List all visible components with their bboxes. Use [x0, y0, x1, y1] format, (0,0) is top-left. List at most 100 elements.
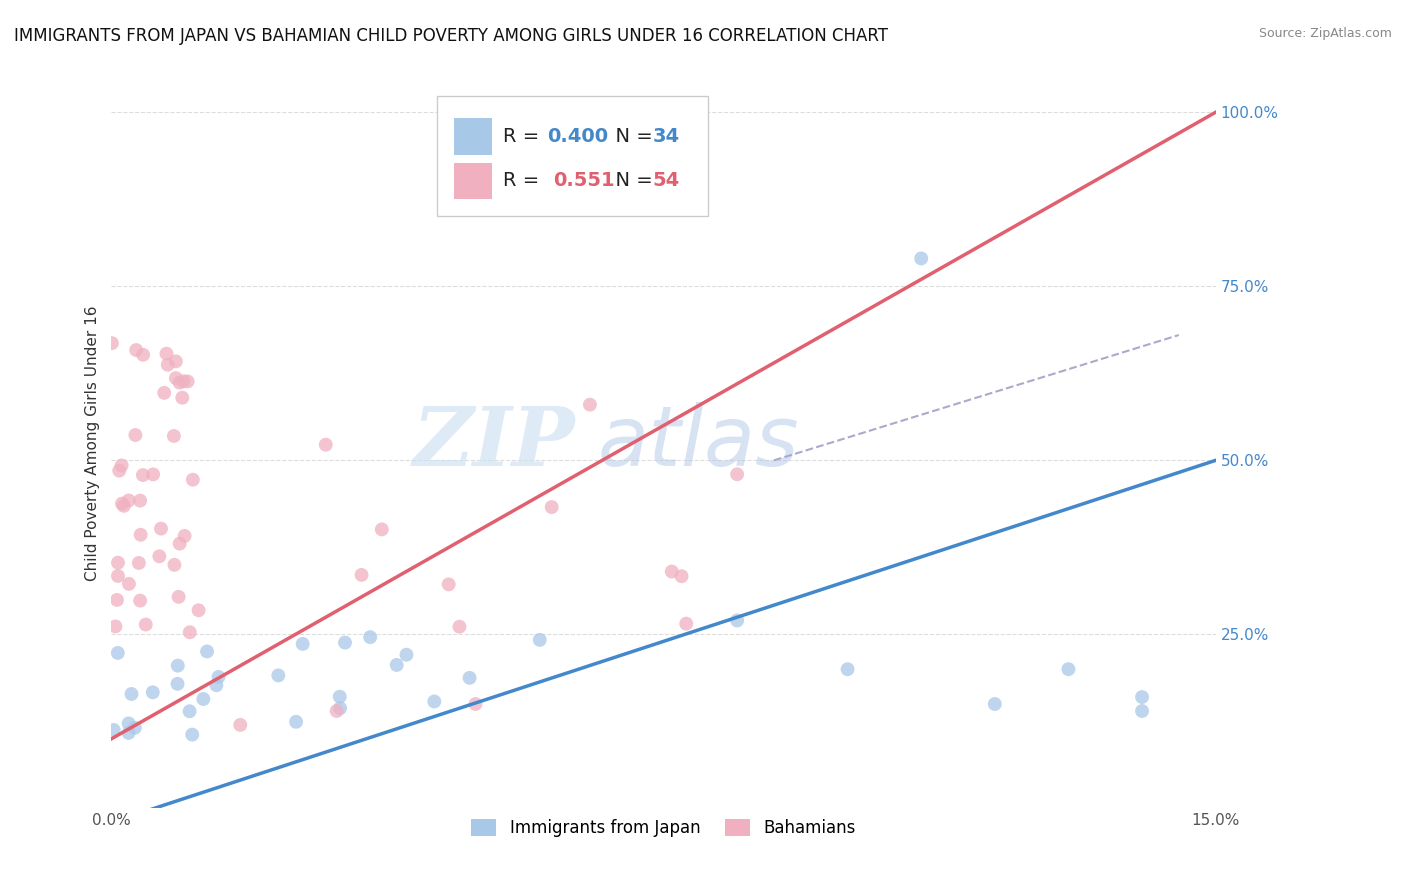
Point	[169, 536, 191, 550]
Point	[163, 558, 186, 572]
Point	[437, 577, 460, 591]
Point	[359, 630, 381, 644]
Text: N =: N =	[603, 171, 652, 191]
Point	[267, 668, 290, 682]
Point	[661, 565, 683, 579]
Point	[107, 556, 129, 570]
Point	[984, 697, 1007, 711]
Point	[333, 635, 356, 649]
Text: Source: ZipAtlas.com: Source: ZipAtlas.com	[1258, 27, 1392, 40]
Point	[229, 718, 252, 732]
Point	[117, 726, 139, 740]
Point	[108, 464, 131, 478]
Point	[1057, 662, 1080, 676]
Point	[371, 523, 394, 537]
Point	[195, 644, 218, 658]
Point	[112, 499, 135, 513]
Point	[129, 528, 152, 542]
Point	[837, 662, 859, 676]
Point	[172, 391, 194, 405]
Point	[179, 625, 201, 640]
Point	[165, 371, 187, 385]
Point	[449, 620, 471, 634]
Point	[315, 438, 337, 452]
Point	[176, 375, 198, 389]
Point	[325, 704, 347, 718]
Point	[125, 343, 148, 357]
Point	[529, 632, 551, 647]
Legend: Immigrants from Japan, Bahamians: Immigrants from Japan, Bahamians	[464, 813, 862, 844]
Point	[395, 648, 418, 662]
Text: R =: R =	[503, 171, 553, 191]
Point	[173, 529, 195, 543]
Point	[350, 568, 373, 582]
Point	[124, 428, 146, 442]
Point	[118, 493, 141, 508]
Point	[423, 694, 446, 708]
Point	[118, 577, 141, 591]
Point	[675, 616, 697, 631]
Point	[124, 721, 146, 735]
Point	[167, 590, 190, 604]
Text: R =: R =	[503, 128, 546, 146]
Point	[187, 603, 209, 617]
FancyBboxPatch shape	[437, 95, 707, 217]
Point	[725, 467, 748, 482]
Point	[132, 468, 155, 483]
Point	[111, 497, 134, 511]
Point	[166, 658, 188, 673]
Point	[132, 348, 155, 362]
Point	[111, 458, 134, 473]
Point	[142, 685, 165, 699]
Point	[671, 569, 693, 583]
Point	[169, 376, 191, 390]
Point	[105, 593, 128, 607]
Point	[117, 716, 139, 731]
Point	[329, 690, 352, 704]
Point	[155, 346, 177, 360]
Point	[1130, 704, 1153, 718]
Text: IMMIGRANTS FROM JAPAN VS BAHAMIAN CHILD POVERTY AMONG GIRLS UNDER 16 CORRELATION: IMMIGRANTS FROM JAPAN VS BAHAMIAN CHILD …	[14, 27, 889, 45]
Point	[207, 670, 229, 684]
Point	[329, 701, 352, 715]
Point	[165, 354, 187, 368]
Point	[153, 385, 176, 400]
Point	[458, 671, 481, 685]
FancyBboxPatch shape	[454, 162, 492, 199]
Point	[142, 467, 165, 482]
Text: 0.400: 0.400	[547, 128, 609, 146]
Point	[725, 614, 748, 628]
Point	[129, 593, 152, 607]
Point	[103, 723, 125, 737]
Point	[579, 398, 602, 412]
Point	[1130, 690, 1153, 704]
Point	[179, 704, 201, 718]
Point	[135, 617, 157, 632]
Text: 34: 34	[652, 128, 679, 146]
Point	[107, 569, 129, 583]
Point	[104, 619, 127, 633]
Point	[163, 429, 186, 443]
Y-axis label: Child Poverty Among Girls Under 16: Child Poverty Among Girls Under 16	[86, 305, 100, 581]
Text: 54: 54	[652, 171, 679, 191]
Point	[107, 646, 129, 660]
Point	[128, 556, 150, 570]
Text: ZIP: ZIP	[412, 403, 575, 483]
Text: N =: N =	[603, 128, 652, 146]
Point	[148, 549, 170, 564]
Point	[181, 728, 204, 742]
Point	[910, 252, 932, 266]
Point	[181, 473, 204, 487]
Point	[205, 678, 228, 692]
Point	[464, 697, 486, 711]
Point	[156, 358, 179, 372]
Point	[166, 677, 188, 691]
Text: atlas: atlas	[598, 402, 799, 483]
Point	[172, 374, 194, 388]
Point	[285, 714, 308, 729]
Point	[193, 692, 215, 706]
Point	[540, 500, 562, 514]
Point	[101, 336, 124, 351]
Point	[129, 493, 152, 508]
Point	[121, 687, 143, 701]
